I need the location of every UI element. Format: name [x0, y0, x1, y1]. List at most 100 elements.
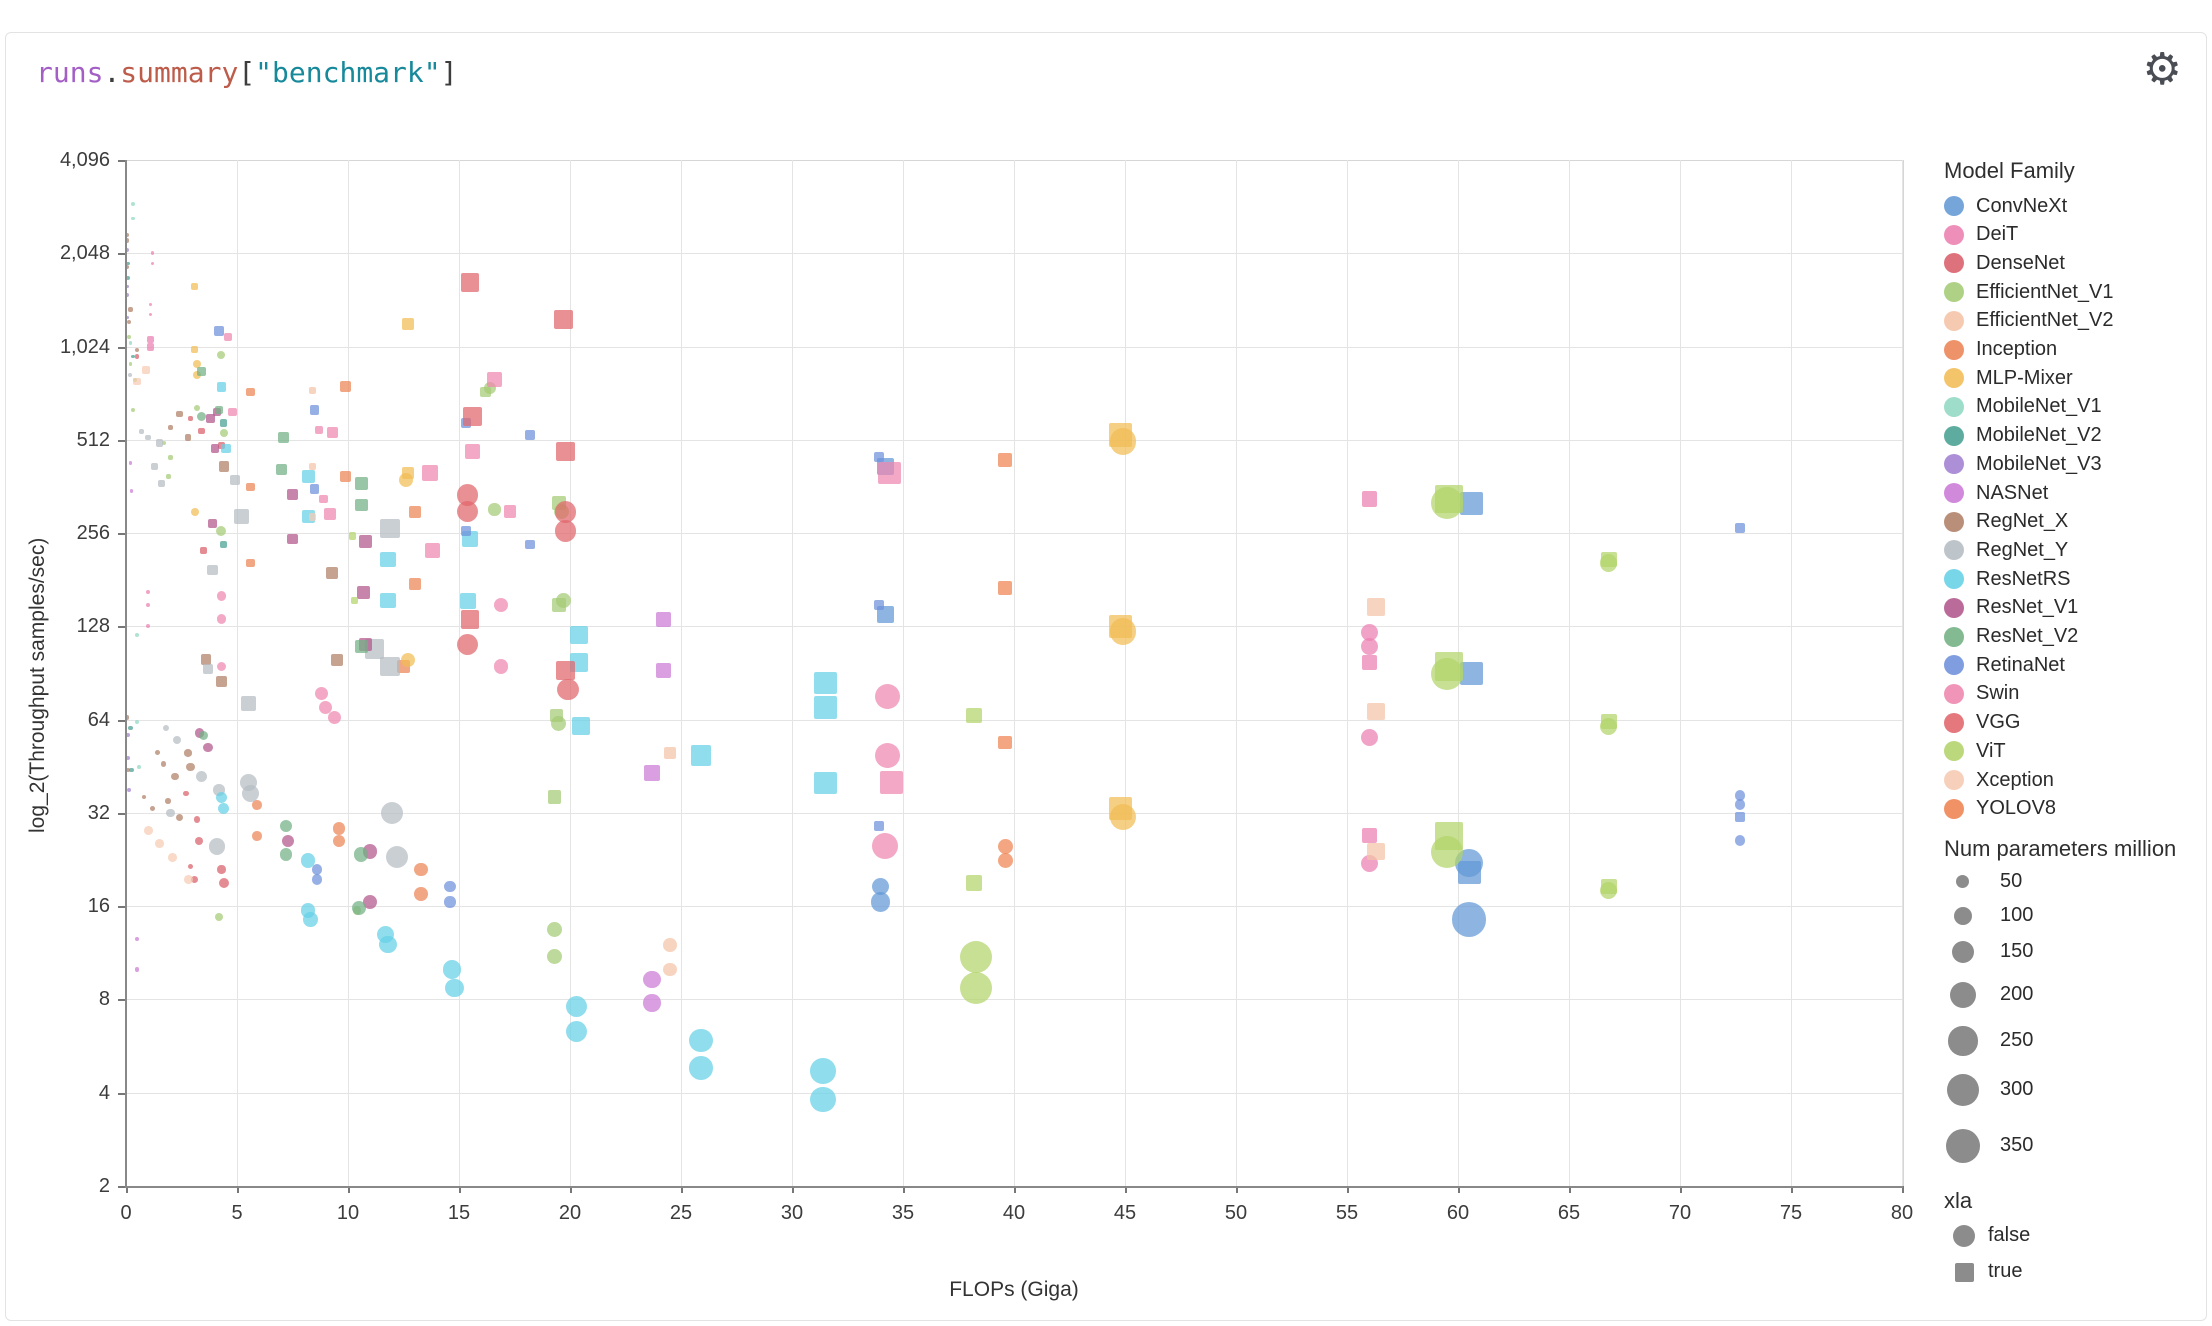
data-point[interactable] — [146, 343, 155, 351]
legend-item-vit[interactable]: ViT — [1944, 737, 2006, 765]
data-point[interactable] — [146, 335, 155, 344]
data-point[interactable] — [1367, 597, 1385, 616]
data-point[interactable] — [197, 367, 206, 376]
data-point[interactable] — [127, 787, 132, 792]
data-point[interactable] — [873, 599, 884, 611]
data-point[interactable] — [814, 696, 837, 719]
data-point[interactable] — [1361, 828, 1377, 844]
legend-item-yolov8[interactable]: YOLOV8 — [1944, 795, 2056, 823]
data-point[interactable] — [203, 664, 214, 675]
data-point[interactable] — [217, 865, 226, 874]
data-point[interactable] — [309, 405, 320, 415]
data-point[interactable] — [220, 419, 228, 427]
data-point[interactable] — [126, 284, 130, 289]
data-point[interactable] — [525, 430, 535, 440]
data-point[interactable] — [333, 822, 346, 835]
data-point[interactable] — [1361, 654, 1377, 670]
data-point[interactable] — [1360, 638, 1378, 656]
data-point[interactable] — [135, 967, 140, 972]
data-point[interactable] — [195, 836, 204, 845]
data-point[interactable] — [422, 465, 438, 481]
data-point[interactable] — [663, 938, 677, 952]
data-point[interactable] — [880, 771, 904, 795]
data-point[interactable] — [184, 434, 192, 441]
data-point[interactable] — [333, 834, 346, 847]
data-point[interactable] — [287, 533, 298, 545]
data-point[interactable] — [127, 335, 132, 339]
data-point[interactable] — [127, 319, 132, 325]
data-point[interactable] — [130, 407, 135, 412]
data-point[interactable] — [215, 791, 227, 803]
data-point[interactable] — [203, 742, 213, 753]
data-point[interactable] — [128, 726, 133, 731]
data-point[interactable] — [324, 508, 336, 520]
data-point[interactable] — [241, 784, 259, 802]
legend-item-regnet_y[interactable]: RegNet_Y — [1944, 536, 2068, 564]
data-point[interactable] — [208, 519, 217, 528]
data-point[interactable] — [443, 960, 462, 979]
data-point[interactable] — [206, 414, 215, 423]
data-point[interactable] — [165, 798, 171, 804]
data-point[interactable] — [380, 656, 400, 677]
data-point[interactable] — [555, 441, 576, 461]
data-point[interactable] — [193, 370, 201, 379]
legend-item-deit[interactable]: DeiT — [1944, 221, 2018, 249]
data-point[interactable] — [157, 479, 166, 488]
data-point[interactable] — [138, 428, 145, 435]
legend-item-mlp-mixer[interactable]: MLP-Mixer — [1944, 364, 2073, 392]
data-point[interactable] — [128, 307, 133, 312]
data-point[interactable] — [128, 372, 133, 377]
data-point[interactable] — [1600, 881, 1618, 899]
data-point[interactable] — [279, 848, 292, 861]
data-point[interactable] — [215, 405, 224, 414]
data-point[interactable] — [494, 659, 509, 674]
data-point[interactable] — [150, 806, 156, 812]
data-point[interactable] — [165, 473, 171, 479]
data-point[interactable] — [554, 500, 577, 523]
data-point[interactable] — [464, 443, 480, 459]
data-point[interactable] — [1600, 554, 1618, 572]
data-point[interactable] — [556, 678, 579, 701]
data-point[interactable] — [871, 892, 891, 912]
data-point[interactable] — [228, 407, 237, 417]
data-point[interactable] — [359, 535, 373, 549]
data-point[interactable] — [460, 272, 480, 292]
data-point[interactable] — [154, 839, 164, 848]
data-point[interactable] — [130, 354, 135, 359]
data-point[interactable] — [1360, 729, 1378, 747]
data-point[interactable] — [424, 542, 440, 559]
data-point[interactable] — [414, 887, 429, 901]
data-point[interactable] — [308, 513, 317, 522]
data-point[interactable] — [223, 332, 233, 342]
data-point[interactable] — [302, 912, 318, 927]
data-point[interactable] — [408, 505, 421, 518]
data-point[interactable] — [275, 464, 287, 476]
data-point[interactable] — [414, 862, 429, 877]
data-point[interactable] — [216, 661, 227, 672]
data-point[interactable] — [445, 979, 464, 998]
data-point[interactable] — [162, 725, 169, 732]
data-point[interactable] — [814, 771, 837, 795]
legend-item-mobilenet_v1[interactable]: MobileNet_V1 — [1944, 393, 2102, 421]
data-point[interactable] — [218, 878, 229, 888]
data-point[interactable] — [128, 362, 133, 366]
data-point[interactable] — [167, 425, 173, 431]
data-point[interactable] — [566, 1021, 588, 1043]
data-point[interactable] — [1600, 717, 1618, 735]
data-point[interactable] — [155, 439, 163, 447]
data-point[interactable] — [459, 592, 476, 609]
data-point[interactable] — [246, 387, 255, 397]
data-point[interactable] — [546, 921, 562, 937]
data-point[interactable] — [1430, 487, 1463, 520]
data-point[interactable] — [240, 696, 256, 712]
data-point[interactable] — [655, 663, 671, 679]
data-point[interactable] — [380, 552, 396, 568]
data-point[interactable] — [126, 756, 131, 761]
data-point[interactable] — [218, 803, 230, 815]
data-point[interactable] — [218, 461, 229, 472]
legend-item-regnet_x[interactable]: RegNet_X — [1944, 508, 2068, 536]
data-point[interactable] — [873, 821, 884, 832]
data-point[interactable] — [503, 505, 517, 519]
legend-item-vgg[interactable]: VGG — [1944, 709, 2020, 737]
data-point[interactable] — [198, 428, 205, 435]
